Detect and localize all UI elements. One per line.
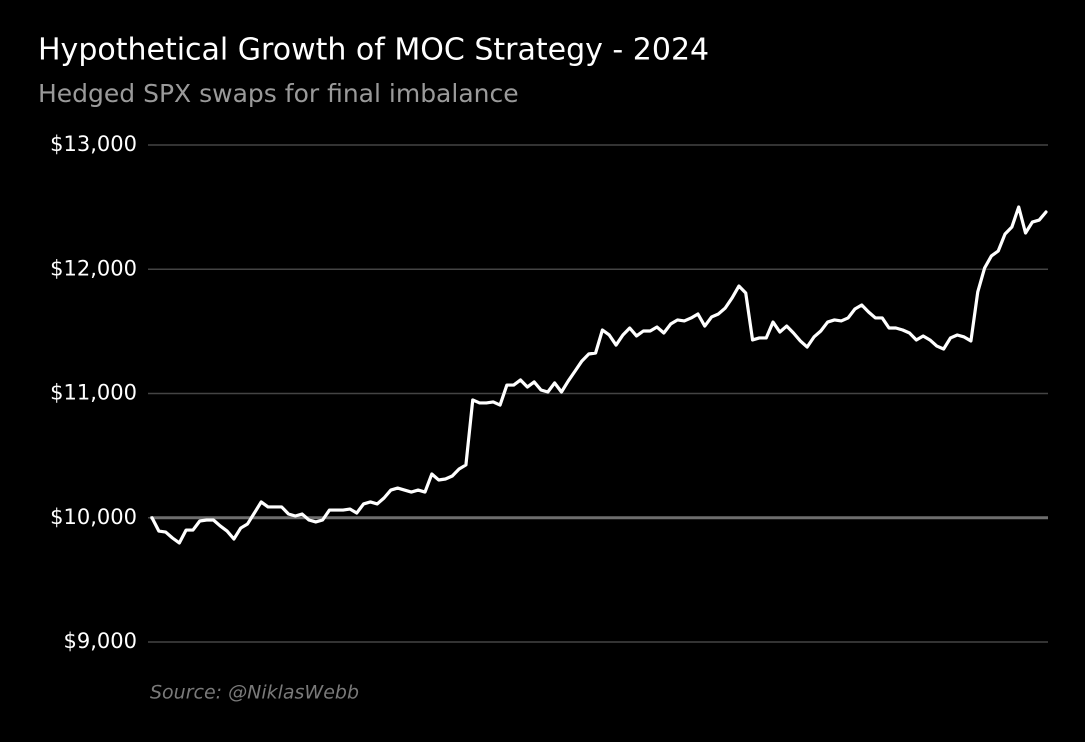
chart-subtitle: Hedged SPX swaps for final imbalance: [38, 79, 519, 108]
line-series: [150, 205, 1048, 545]
source-note: Source: @NiklasWebb: [150, 682, 359, 704]
y-tick-label: $12,000: [50, 256, 137, 280]
y-tick-label: $10,000: [50, 505, 137, 529]
y-tick-label: $11,000: [50, 381, 137, 405]
y-tick-label: $9,000: [64, 629, 137, 653]
y-tick-label: $13,000: [50, 132, 137, 156]
chart-title: Hypothetical Growth of MOC Strategy - 20…: [38, 33, 709, 68]
